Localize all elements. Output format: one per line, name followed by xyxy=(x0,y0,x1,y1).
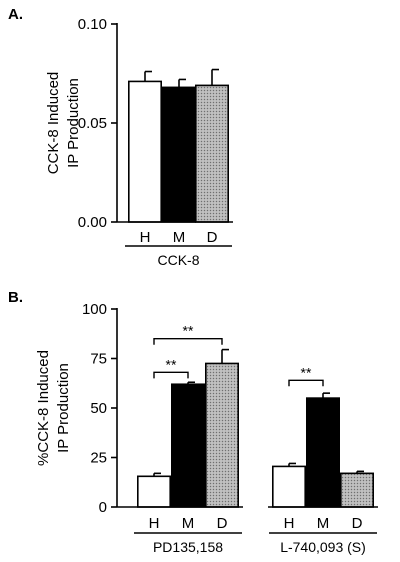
bar-h xyxy=(137,475,172,508)
x-category-label: M xyxy=(173,229,186,246)
significance-label: ** xyxy=(301,364,312,380)
x-category-label: H xyxy=(140,229,151,246)
significance-label: ** xyxy=(183,323,194,339)
x-category-label: D xyxy=(207,229,218,246)
chart-panel-b: B. %CCK-8 Induced IP Production 0 25 50 75 100 H… xyxy=(8,289,378,555)
bar-h xyxy=(128,80,163,223)
y-axis-label: %CCK-8 Induced xyxy=(35,350,52,466)
y-axis-label: IP Production xyxy=(65,78,82,168)
y-axis-label: CCK-8 Induced xyxy=(45,72,62,175)
y-tick-label: 0.10 xyxy=(78,16,107,33)
x-category-label: M xyxy=(317,515,330,532)
x-group-label: CCK-8 xyxy=(157,252,199,268)
bar-h xyxy=(271,465,306,508)
x-category-label: H xyxy=(284,515,295,532)
bar-d xyxy=(205,362,240,508)
x-group-label: L-740,093 (S) xyxy=(280,539,366,555)
chart-panel-a: A. CCK-8 Induced IP Production 0.00 0.05 0.10… xyxy=(8,6,233,268)
y-tick-label: 0 xyxy=(99,499,107,516)
bar-d xyxy=(195,84,230,223)
x-category-label: H xyxy=(149,515,160,532)
y-tick-label: 75 xyxy=(90,351,107,368)
x-group-label: PD135,158 xyxy=(153,539,223,555)
bar-d xyxy=(339,472,374,508)
y-tick-label: 25 xyxy=(90,450,107,467)
y-tick-label: 0.00 xyxy=(78,214,107,231)
significance-bracket xyxy=(153,338,223,345)
significance-label: ** xyxy=(166,356,177,372)
significance-bracket xyxy=(288,379,324,387)
bar-m xyxy=(162,86,197,223)
bar-m xyxy=(305,397,340,508)
y-axis-label: IP Production xyxy=(55,363,72,453)
panel-label: B. xyxy=(8,289,23,306)
x-category-label: D xyxy=(352,515,363,532)
bar-m xyxy=(171,383,206,508)
panel-label: A. xyxy=(8,6,23,23)
x-category-label: M xyxy=(182,515,195,532)
y-tick-label: 0.05 xyxy=(78,115,107,132)
y-tick-label: 100 xyxy=(82,301,107,318)
y-tick-label: 50 xyxy=(90,400,107,417)
significance-bracket xyxy=(153,371,189,379)
x-category-label: D xyxy=(217,515,228,532)
